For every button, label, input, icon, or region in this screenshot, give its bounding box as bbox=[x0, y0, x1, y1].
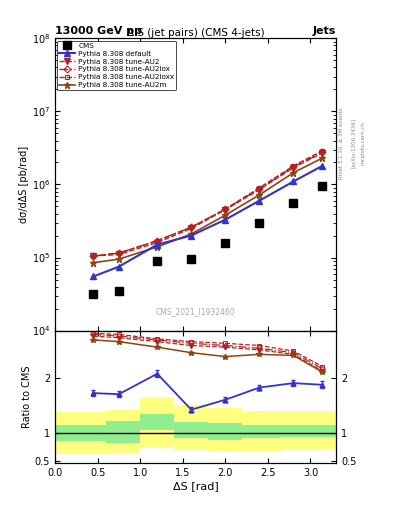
Text: [arXiv:1306.3436]: [arXiv:1306.3436] bbox=[351, 118, 356, 168]
CMS bbox=[189, 256, 194, 262]
Pythia 8.308 tune-AU2m bbox=[189, 231, 194, 237]
CMS bbox=[223, 240, 228, 246]
Pythia 8.308 tune-AU2lox bbox=[189, 224, 194, 230]
Pythia 8.308 tune-AU2loxx bbox=[223, 206, 228, 212]
Pythia 8.308 tune-AU2lox bbox=[320, 150, 325, 156]
Pythia 8.308 default bbox=[257, 198, 262, 204]
Line: Pythia 8.308 tune-AU2loxx: Pythia 8.308 tune-AU2loxx bbox=[91, 148, 325, 259]
Pythia 8.308 tune-AU2lox bbox=[223, 206, 228, 212]
Pythia 8.308 tune-AU2m bbox=[117, 256, 121, 262]
CMS bbox=[91, 291, 96, 297]
Pythia 8.308 tune-AU2loxx bbox=[91, 253, 96, 259]
Pythia 8.308 default bbox=[155, 242, 160, 248]
Pythia 8.308 tune-AU2 bbox=[257, 186, 262, 193]
Pythia 8.308 tune-AU2loxx bbox=[320, 147, 325, 154]
Pythia 8.308 tune-AU2m bbox=[257, 192, 262, 198]
Text: Jets: Jets bbox=[313, 26, 336, 36]
Pythia 8.308 tune-AU2loxx bbox=[291, 163, 296, 169]
CMS bbox=[291, 200, 296, 206]
Line: Pythia 8.308 tune-AU2m: Pythia 8.308 tune-AU2m bbox=[90, 155, 326, 266]
Pythia 8.308 tune-AU2 bbox=[91, 253, 96, 259]
Title: Δ S (jet pairs) (CMS 4-jets): Δ S (jet pairs) (CMS 4-jets) bbox=[127, 28, 264, 37]
Text: 13000 GeV pp: 13000 GeV pp bbox=[55, 26, 142, 36]
CMS bbox=[155, 258, 160, 264]
X-axis label: ΔS [rad]: ΔS [rad] bbox=[173, 481, 219, 491]
Pythia 8.308 tune-AU2loxx bbox=[155, 238, 160, 244]
Pythia 8.308 tune-AU2loxx bbox=[189, 224, 194, 230]
Y-axis label: dσ/dΔS [pb/rad]: dσ/dΔS [pb/rad] bbox=[19, 146, 29, 223]
Pythia 8.308 default bbox=[291, 178, 296, 184]
CMS bbox=[117, 288, 121, 294]
Line: Pythia 8.308 tune-AU2lox: Pythia 8.308 tune-AU2lox bbox=[91, 150, 325, 259]
Pythia 8.308 tune-AU2loxx bbox=[257, 185, 262, 191]
Pythia 8.308 tune-AU2 bbox=[291, 164, 296, 170]
Pythia 8.308 tune-AU2 bbox=[189, 225, 194, 231]
Pythia 8.308 default bbox=[91, 273, 96, 280]
Pythia 8.308 tune-AU2loxx bbox=[117, 250, 121, 256]
Pythia 8.308 tune-AU2lox bbox=[117, 250, 121, 256]
Line: Pythia 8.308 default: Pythia 8.308 default bbox=[90, 163, 325, 280]
Pythia 8.308 tune-AU2lox bbox=[91, 253, 96, 259]
CMS bbox=[320, 183, 325, 189]
Legend: CMS, Pythia 8.308 default, Pythia 8.308 tune-AU2, Pythia 8.308 tune-AU2lox, Pyth: CMS, Pythia 8.308 default, Pythia 8.308 … bbox=[57, 40, 176, 90]
Pythia 8.308 default bbox=[189, 232, 194, 239]
Pythia 8.308 tune-AU2lox bbox=[155, 238, 160, 244]
Pythia 8.308 tune-AU2 bbox=[320, 150, 325, 156]
Line: Pythia 8.308 tune-AU2: Pythia 8.308 tune-AU2 bbox=[90, 150, 325, 259]
Pythia 8.308 tune-AU2 bbox=[117, 251, 121, 258]
Pythia 8.308 tune-AU2 bbox=[155, 240, 160, 246]
Pythia 8.308 tune-AU2m bbox=[291, 169, 296, 176]
Text: CMS_2021_I1932460: CMS_2021_I1932460 bbox=[156, 307, 235, 316]
Line: CMS: CMS bbox=[90, 182, 326, 297]
Pythia 8.308 tune-AU2lox bbox=[291, 164, 296, 170]
Pythia 8.308 tune-AU2m bbox=[320, 155, 325, 161]
Pythia 8.308 tune-AU2lox bbox=[257, 186, 262, 192]
Pythia 8.308 tune-AU2m bbox=[155, 244, 160, 250]
Text: mcplots.cern.ch: mcplots.cern.ch bbox=[361, 121, 366, 165]
Pythia 8.308 tune-AU2 bbox=[223, 207, 228, 213]
Pythia 8.308 default bbox=[320, 163, 325, 169]
Pythia 8.308 tune-AU2m bbox=[91, 260, 96, 266]
Y-axis label: Ratio to CMS: Ratio to CMS bbox=[22, 366, 32, 428]
Text: Rivet 3.1.10, ≥ 3M events: Rivet 3.1.10, ≥ 3M events bbox=[339, 108, 344, 179]
Pythia 8.308 default bbox=[223, 217, 228, 223]
Pythia 8.308 default bbox=[117, 264, 121, 270]
Pythia 8.308 tune-AU2m bbox=[223, 212, 228, 218]
CMS bbox=[257, 220, 262, 226]
